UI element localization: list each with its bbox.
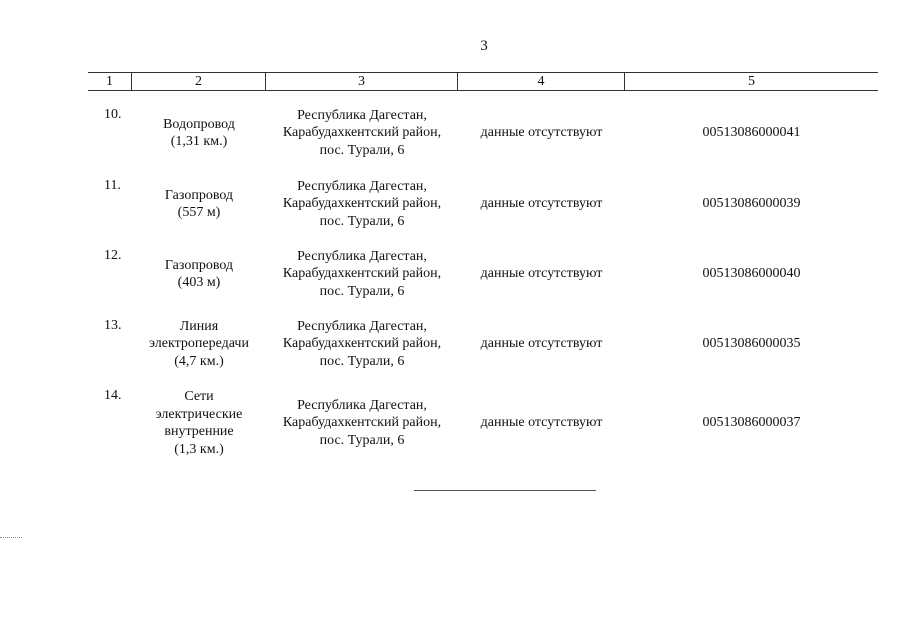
object-status: данные отсутствуют — [480, 266, 603, 282]
table-header: 1 2 3 4 5 — [88, 72, 878, 91]
column-header-4: 4 — [458, 73, 625, 90]
object-code: 00513086000037 — [702, 415, 801, 431]
scan-artifact — [0, 537, 22, 538]
end-of-table-rule — [414, 490, 596, 491]
object-name: Водопровод (1,31 км.) — [163, 116, 235, 150]
object-code: 00513086000040 — [702, 266, 801, 282]
object-address: Республика Дагестан, Карабудахкентский р… — [282, 248, 442, 299]
table-row: 13. Линия электропередачи (4,7 км.) Респ… — [88, 317, 878, 371]
object-name: Линия электропередачи (4,7 км.) — [149, 318, 249, 369]
object-code: 00513086000041 — [702, 125, 801, 141]
table-row: 11. Газопровод (557 м) Республика Дагест… — [88, 177, 878, 231]
row-number: 14. — [104, 388, 122, 403]
object-address: Республика Дагестан, Карабудахкентский р… — [282, 397, 442, 448]
object-name: Сети электрические внутренние (1,3 км.) — [155, 389, 243, 457]
object-code: 00513086000039 — [702, 196, 801, 212]
table-row: 12. Газопровод (403 м) Республика Дагест… — [88, 247, 878, 301]
object-address: Республика Дагестан, Карабудахкентский р… — [282, 318, 442, 369]
column-header-2: 2 — [132, 73, 266, 90]
object-status: данные отсутствуют — [480, 125, 603, 141]
column-header-3: 3 — [266, 73, 458, 90]
column-header-5: 5 — [748, 74, 755, 89]
object-name: Газопровод (403 м) — [164, 257, 234, 291]
row-number: 13. — [104, 318, 122, 333]
object-address: Республика Дагестан, Карабудахкентский р… — [282, 107, 442, 158]
object-status: данные отсутствуют — [480, 196, 603, 212]
object-status: данные отсутствуют — [480, 336, 603, 352]
table-row: 14. Сети электрические внутренние (1,3 к… — [88, 387, 878, 459]
row-number: 12. — [104, 248, 122, 263]
object-name: Газопровод (557 м) — [164, 187, 234, 221]
object-status: данные отсутствуют — [480, 415, 603, 431]
column-header-1: 1 — [88, 73, 132, 90]
table-row: 10. Водопровод (1,31 км.) Республика Даг… — [88, 106, 878, 160]
row-number: 11. — [104, 178, 121, 193]
object-address: Республика Дагестан, Карабудахкентский р… — [282, 178, 442, 229]
page-number: 3 — [480, 38, 488, 54]
object-code: 00513086000035 — [702, 336, 801, 352]
row-number: 10. — [104, 107, 122, 122]
